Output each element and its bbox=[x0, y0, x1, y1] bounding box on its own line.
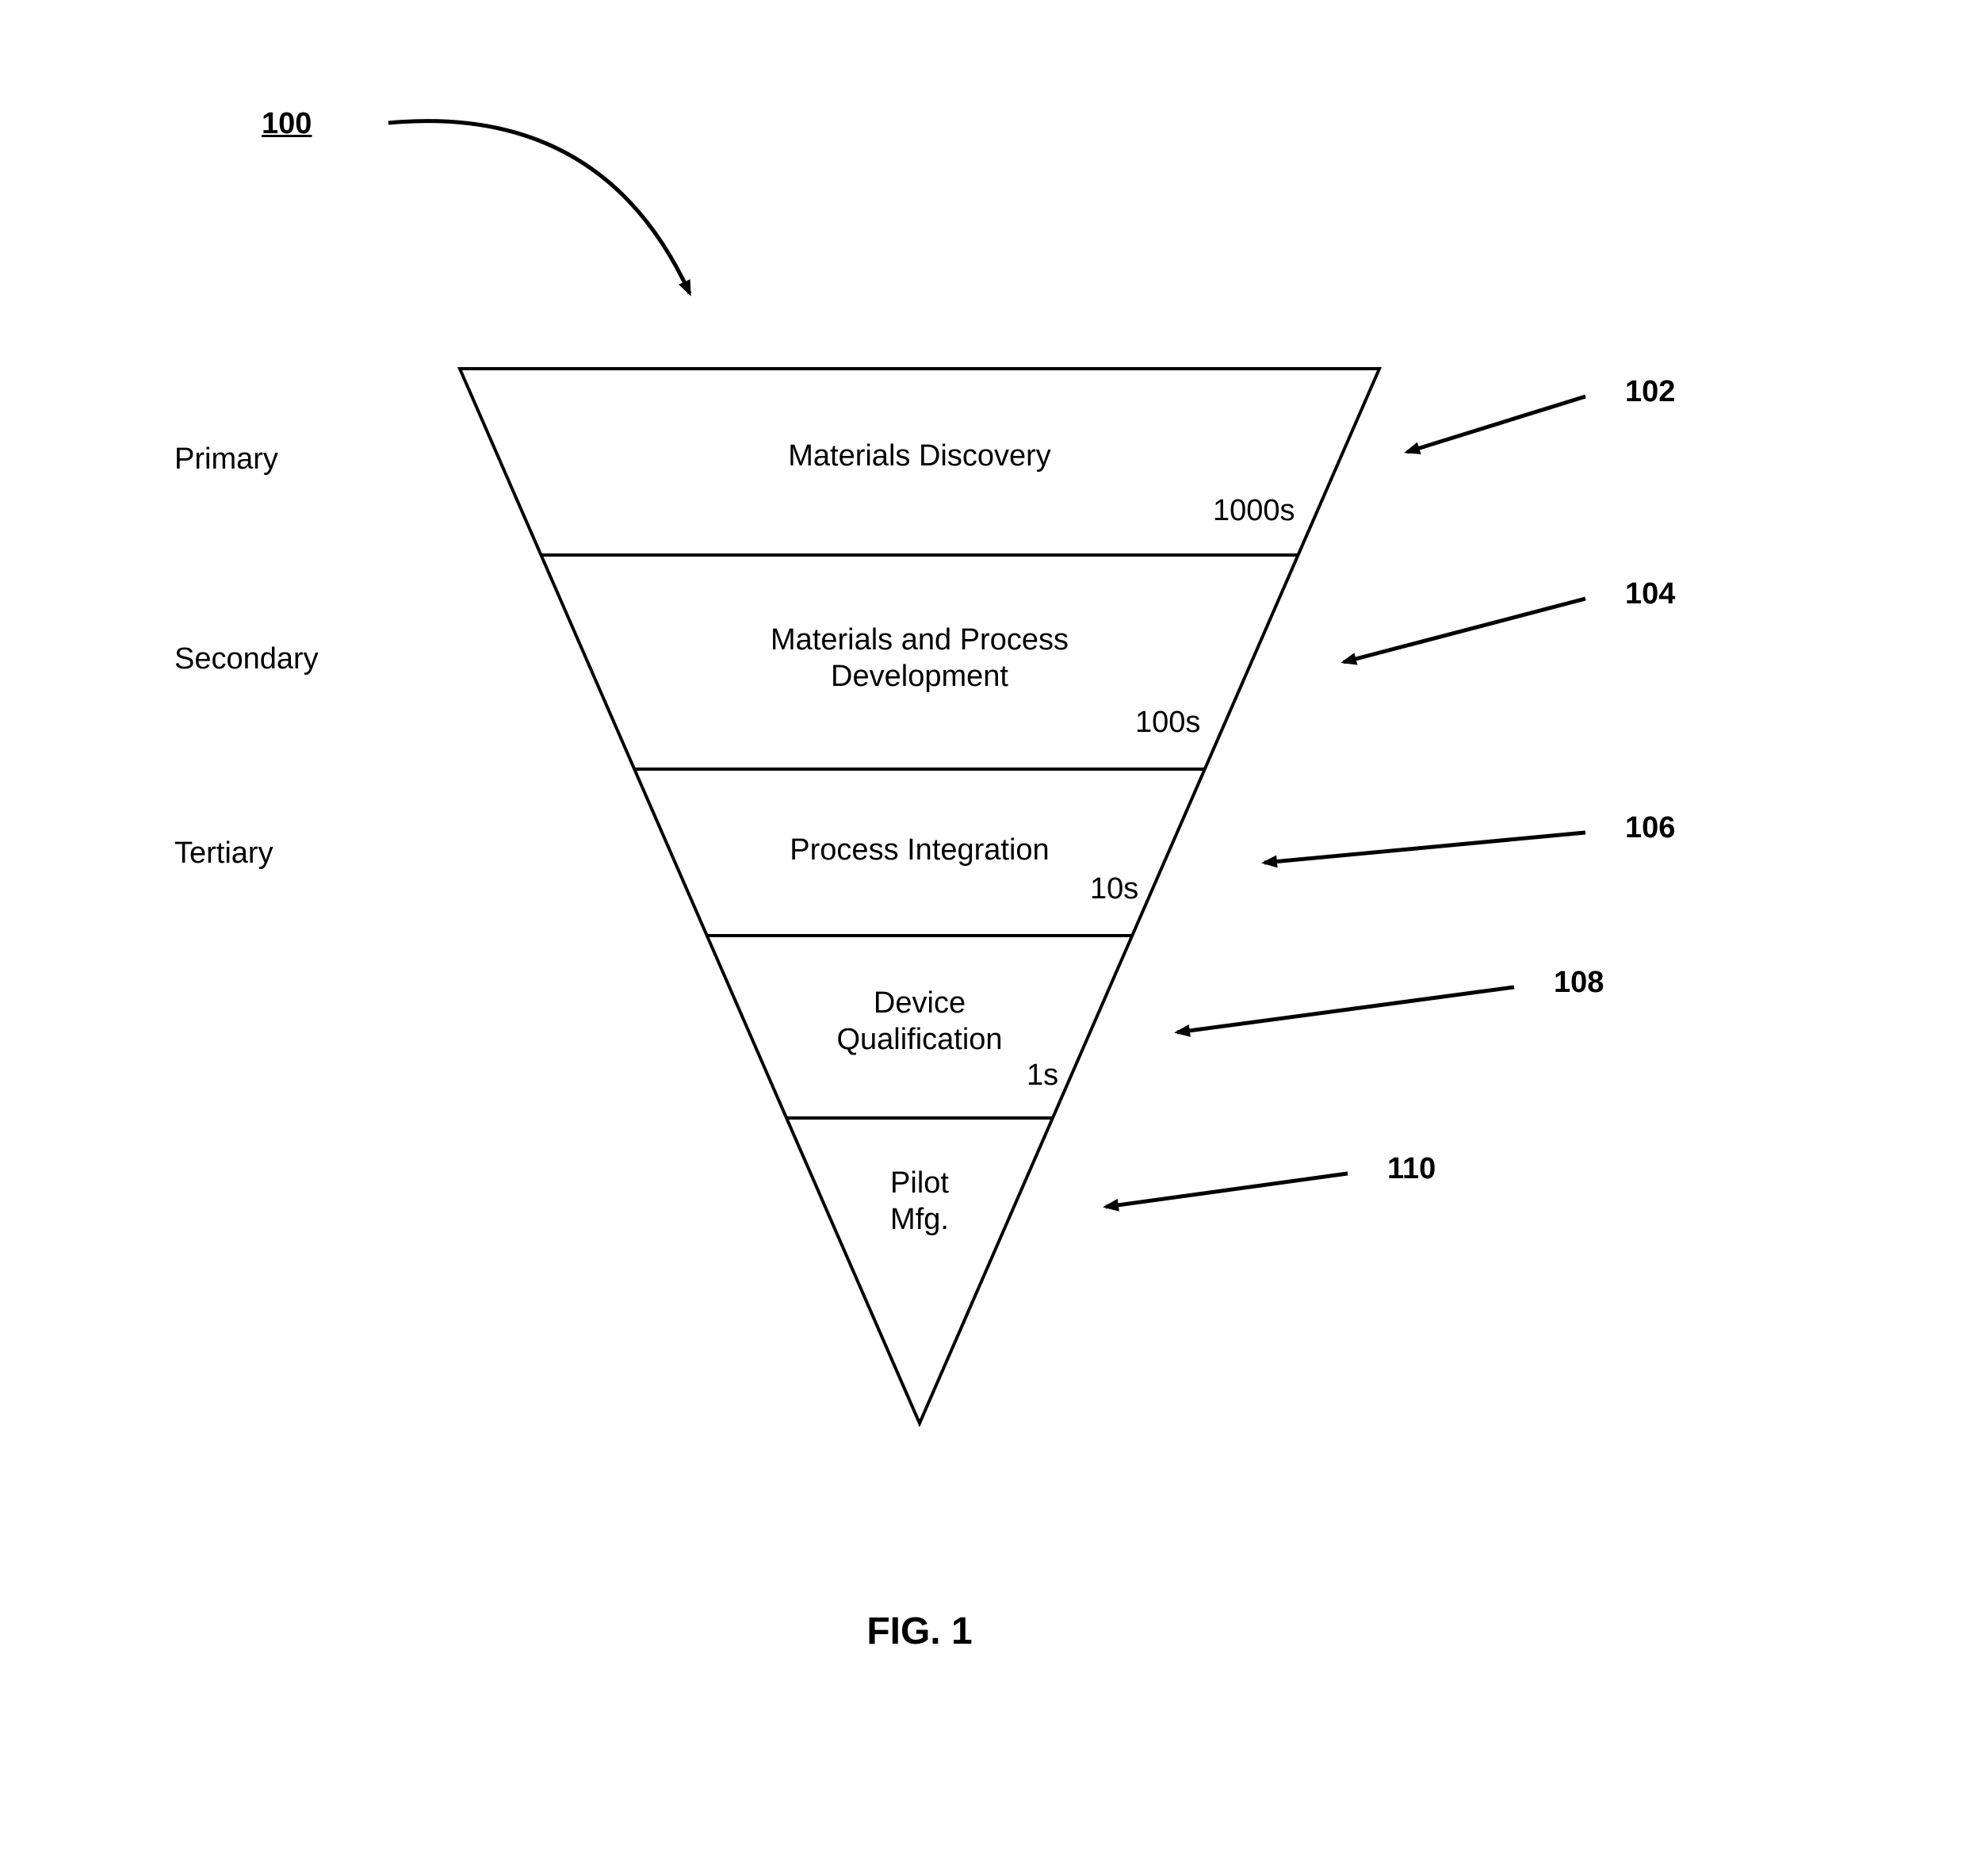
ref-label-108: 108 bbox=[1554, 966, 1604, 1000]
stage-label-1: Materials Discovery bbox=[721, 438, 1118, 475]
count-label-4: 1s bbox=[1027, 1059, 1058, 1093]
stage-label-4: Device Qualification bbox=[801, 986, 1038, 1058]
ref-label-110: 110 bbox=[1387, 1152, 1436, 1186]
ref-label-102: 102 bbox=[1625, 375, 1675, 409]
stage-label-5: Pilot Mfg. bbox=[840, 1166, 999, 1238]
diagram-container: 100 Primary Secondary Tertiary Materials… bbox=[0, 0, 1962, 1876]
figure-ref-label: 100 bbox=[262, 107, 312, 141]
ref-label-104: 104 bbox=[1625, 577, 1675, 611]
count-label-3: 10s bbox=[1090, 872, 1138, 906]
ref-label-106: 106 bbox=[1625, 811, 1675, 845]
stage-label-3: Process Integration bbox=[721, 833, 1118, 869]
figure-caption: FIG. 1 bbox=[793, 1610, 1046, 1653]
side-label-secondary: Secondary bbox=[174, 642, 319, 676]
stage-label-2: Materials and Process Development bbox=[721, 622, 1118, 695]
side-label-tertiary: Tertiary bbox=[174, 837, 273, 871]
count-label-1: 1000s bbox=[1213, 494, 1295, 528]
side-label-primary: Primary bbox=[174, 442, 278, 477]
funnel-svg bbox=[0, 0, 1962, 1876]
count-label-2: 100s bbox=[1135, 706, 1200, 740]
